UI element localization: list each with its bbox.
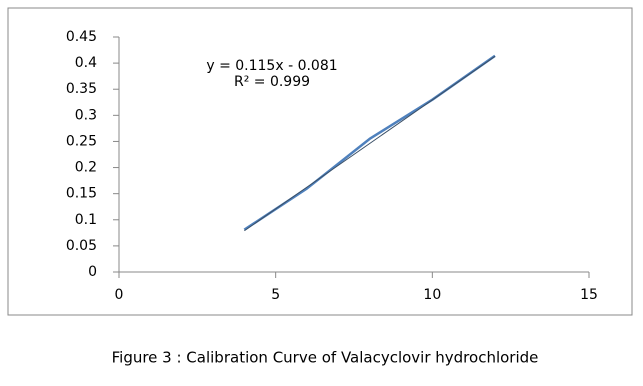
y-tick-label: 0: [88, 264, 97, 280]
data-line: [244, 55, 496, 232]
equation: y = 0.115x - 0.081: [206, 58, 337, 74]
y-tick-label: 0.35: [66, 81, 97, 97]
chart-frame: [7, 7, 633, 316]
x-tick-label: 15: [580, 287, 598, 303]
y-tick-label: 0.45: [66, 29, 97, 45]
y-tick-label: 0.25: [66, 133, 97, 149]
y-tick-label: 0.4: [75, 55, 97, 71]
caption: Figure 3 : Calibration Curve of Valacycl…: [112, 349, 539, 367]
y-tick-label: 0.3: [75, 107, 97, 123]
r-squared: R² = 0.999: [234, 74, 310, 90]
y-tick-label: 0.15: [66, 186, 97, 202]
y-tick-label: 0.1: [75, 212, 97, 228]
x-tick-label: 0: [115, 287, 124, 303]
y-tick-label: 0.05: [66, 238, 97, 254]
y-tick-label: 0.2: [75, 160, 97, 176]
x-tick-label: 5: [271, 287, 280, 303]
x-tick-label: 10: [423, 287, 441, 303]
